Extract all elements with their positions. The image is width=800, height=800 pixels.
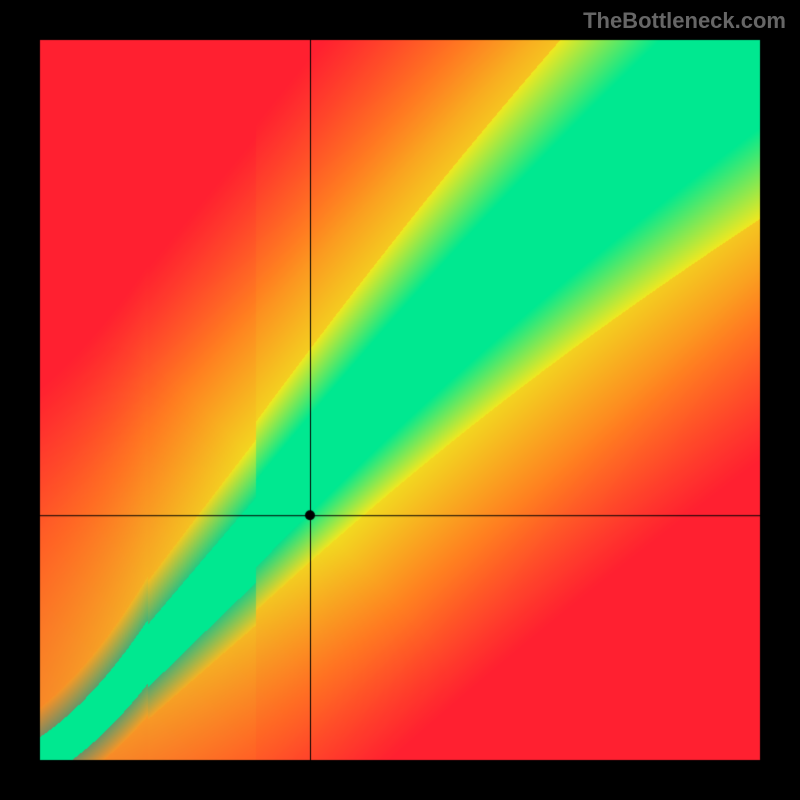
watermark-text: TheBottleneck.com — [583, 8, 786, 34]
bottleneck-heatmap — [0, 0, 800, 800]
chart-container: TheBottleneck.com — [0, 0, 800, 800]
